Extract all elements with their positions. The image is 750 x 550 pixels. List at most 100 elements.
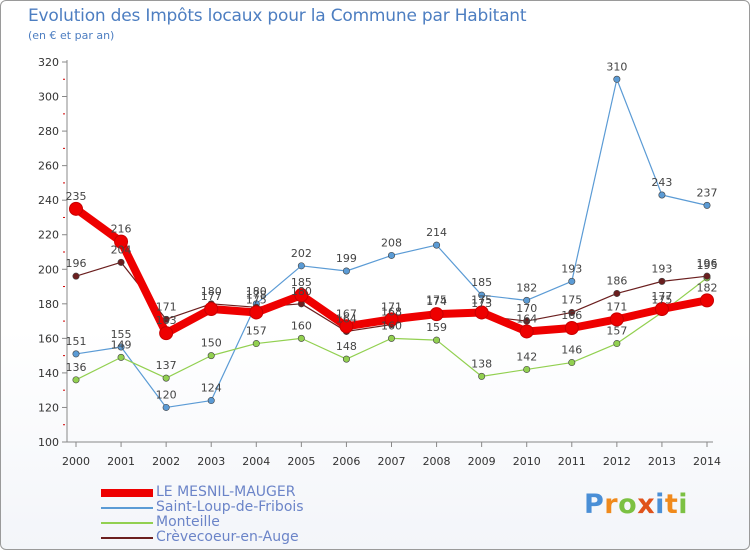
data-point: [207, 352, 215, 360]
data-point: [72, 350, 80, 358]
data-point: [114, 234, 129, 249]
y-tick-label: 280: [38, 125, 59, 138]
data-point: [478, 291, 486, 299]
x-tick-label: 2008: [423, 455, 451, 468]
data-point: [564, 321, 579, 335]
data-label: 180: [291, 285, 312, 298]
y-tick-label: 220: [38, 229, 59, 242]
legend-swatch: [101, 522, 153, 524]
data-label: 208: [381, 236, 402, 249]
data-point: [162, 374, 170, 382]
data-point: [249, 305, 264, 320]
data-point: [387, 251, 395, 259]
y-tick-label: 120: [38, 401, 59, 414]
data-label: 182: [516, 281, 537, 294]
proxiti-logo: Proxiti: [584, 489, 688, 520]
data-label: 136: [66, 361, 87, 374]
y-tick-label: 240: [38, 194, 59, 207]
data-point: [703, 272, 711, 280]
data-point: [204, 302, 219, 316]
data-label: 310: [606, 60, 627, 73]
x-tick-label: 2005: [287, 455, 315, 468]
logo-letter: i: [678, 489, 689, 520]
data-label: 171: [381, 300, 402, 313]
x-tick-label: 2010: [513, 455, 541, 468]
data-point: [433, 241, 441, 249]
y-tick-label: 260: [38, 160, 59, 173]
data-point: [613, 289, 621, 297]
chart-title: Evolution des Impôts locaux pour la Comm…: [28, 6, 527, 26]
data-label: 178: [246, 288, 267, 301]
data-label: 157: [246, 325, 267, 338]
data-label: 174: [426, 295, 447, 308]
data-point: [297, 334, 305, 342]
x-tick-label: 2003: [197, 455, 225, 468]
data-label: 202: [291, 247, 312, 260]
data-label: 150: [201, 337, 222, 350]
x-tick-label: 2001: [107, 455, 135, 468]
y-tick-label: 300: [38, 91, 59, 104]
data-label: 182: [697, 281, 718, 294]
y-tick-label: 100: [38, 436, 59, 449]
data-label: 160: [291, 319, 312, 332]
data-point: [342, 355, 350, 363]
data-label: 185: [471, 276, 492, 289]
x-tick-label: 2013: [648, 455, 676, 468]
data-label: 237: [697, 186, 718, 199]
y-tick-label: 160: [38, 332, 59, 345]
data-label: 199: [336, 252, 357, 265]
x-tick-label: 2011: [558, 455, 586, 468]
data-label: 164: [516, 312, 537, 325]
data-label: 163: [156, 314, 177, 327]
data-label: 185: [291, 276, 312, 289]
data-point: [474, 305, 489, 320]
data-label: 214: [426, 226, 447, 239]
data-label: 243: [651, 176, 672, 189]
data-point: [339, 319, 354, 334]
data-label: 167: [336, 307, 357, 320]
logo-letter: r: [604, 489, 619, 520]
y-tick-label: 320: [38, 56, 59, 69]
x-tick-label: 2009: [468, 455, 496, 468]
x-tick-label: 2006: [332, 455, 360, 468]
data-label: 146: [561, 344, 582, 357]
data-label: 155: [111, 328, 132, 341]
data-point: [159, 326, 174, 341]
data-label: 180: [246, 285, 267, 298]
data-label: 193: [651, 262, 672, 275]
data-point: [384, 312, 399, 327]
data-point: [69, 201, 83, 216]
data-point: [519, 324, 534, 339]
data-point: [613, 340, 621, 348]
data-point: [700, 293, 714, 308]
data-label: 175: [471, 293, 492, 306]
logo-letter: x: [637, 489, 656, 520]
data-label: 180: [201, 285, 222, 298]
legend-label: Saint-Loup-de-Fribois: [156, 499, 304, 515]
logo-letter: P: [584, 489, 605, 520]
data-point: [703, 201, 711, 209]
data-point: [523, 365, 531, 373]
data-point: [72, 376, 80, 384]
data-label: 196: [66, 257, 87, 270]
logo-letter: t: [664, 489, 679, 520]
data-label: 124: [201, 382, 222, 395]
data-point: [117, 258, 125, 266]
data-label: 142: [516, 350, 537, 363]
y-tick-label: 180: [38, 298, 59, 311]
data-point: [252, 340, 260, 348]
data-label: 149: [111, 338, 132, 351]
data-point: [568, 359, 576, 367]
data-label: 166: [561, 309, 582, 322]
legend-swatch: [101, 489, 153, 497]
data-label: 177: [651, 290, 672, 303]
data-point: [568, 277, 576, 285]
data-label: 157: [606, 325, 627, 338]
data-point: [117, 353, 125, 361]
x-tick-label: 2014: [693, 455, 721, 468]
data-point: [523, 317, 531, 325]
data-label: 160: [381, 319, 402, 332]
data-label: 170: [516, 302, 537, 315]
data-point: [342, 267, 350, 275]
